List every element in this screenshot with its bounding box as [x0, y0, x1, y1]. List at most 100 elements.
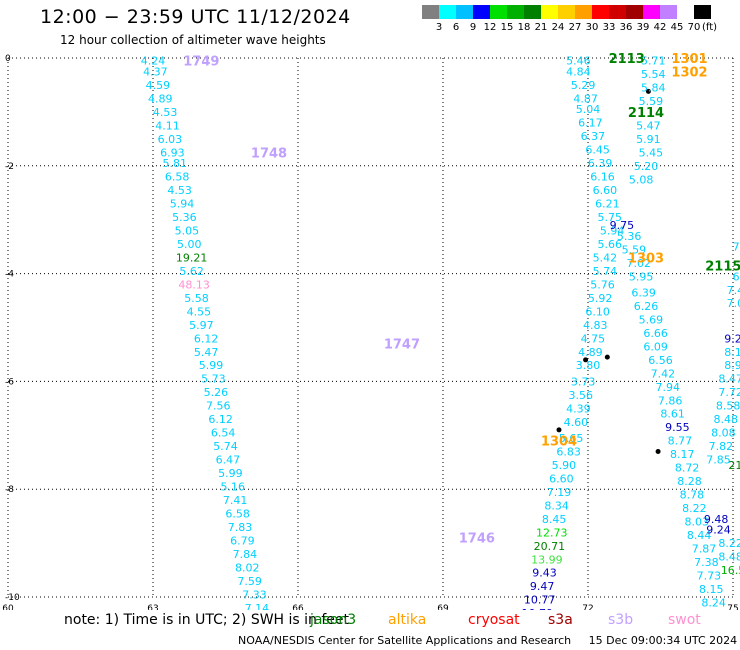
wave-height-value: 5.42 [593, 251, 618, 264]
wave-height-value: 4.53 [167, 184, 192, 197]
latitude-label: -10 [5, 593, 20, 603]
wave-height-value: 7.87 [692, 542, 717, 555]
wave-height-value: 5.04 [576, 103, 601, 116]
wave-height-value: 5.91 [636, 133, 661, 146]
colorbar-swatch [473, 5, 490, 19]
wave-height-value: 5.90 [552, 459, 577, 472]
colorbar-tick-label: 30 [585, 22, 599, 33]
pass-number: 1301 [671, 52, 707, 67]
wave-height-value: 9.43 [532, 567, 557, 580]
pass-number: 1747 [384, 338, 420, 353]
wave-height-value: 4.89 [578, 346, 603, 359]
wave-height-value: 4.89 [148, 92, 173, 105]
wave-height-value: 6.93 [160, 146, 185, 159]
wave-height-value: 4.11 [155, 119, 180, 132]
legend-note: note: 1) Time is in UTC; 2) SWH is in fe… [64, 612, 350, 628]
wave-height-value: 7.4 [727, 284, 740, 297]
wave-height-value: 8.28 [677, 475, 702, 488]
wave-height-value: 5.08 [629, 173, 654, 186]
wave-height-value: 4.60 [564, 416, 589, 429]
wave-height-value: 5.97 [189, 319, 214, 332]
wave-height-value: 6.60 [549, 472, 574, 485]
wave-height-value: 8.78 [680, 489, 705, 502]
wave-height-value: 5.99 [199, 359, 224, 372]
wave-height-value: 5.84 [641, 82, 666, 95]
wave-height-value: 6.17 [578, 117, 603, 130]
wave-height-value: 4.53 [153, 106, 178, 119]
colorbar-swatch [524, 5, 541, 19]
wave-height-value: 4.83 [583, 319, 608, 332]
footer: NOAA/NESDIS Center for Satellite Applica… [238, 634, 737, 647]
map-subtitle: 12 hour collection of altimeter wave hei… [60, 33, 326, 47]
land-marker [655, 448, 661, 454]
wave-height-value: 7.83 [228, 521, 253, 534]
wave-height-value: 5.59 [622, 243, 647, 256]
colorbar-tick-label: 36 [619, 22, 633, 33]
wave-height-value: 4.24 [141, 55, 166, 68]
wave-height-value: 8.1 [724, 346, 740, 359]
longitude-label: 72 [582, 604, 593, 610]
colorbar-tick-label: 70 [687, 22, 701, 33]
wave-height-value: 5.36 [172, 211, 197, 224]
wave-height-value: 5.58 [184, 292, 209, 305]
wave-height-value: 7.72 [718, 386, 740, 399]
wave-height-value: 8.47 [718, 373, 740, 386]
wave-height-value: 8.44 [687, 529, 712, 542]
wave-height-value: 5.26 [204, 386, 229, 399]
latitude-label: -8 [5, 485, 14, 495]
pass-number: 1302 [671, 65, 707, 80]
latitude-label: -4 [5, 270, 14, 280]
wave-height-value: 5.46 [566, 55, 591, 68]
wave-height-value: 7.41 [223, 494, 248, 507]
wave-height-value: 7.94 [656, 381, 681, 394]
wave-height-value: 7.42 [651, 367, 676, 380]
colorbar-tick-label: 3 [435, 22, 443, 33]
colorbar-swatch [507, 5, 524, 19]
wave-height-value: 13.99 [531, 553, 563, 566]
colorbar-tick-label: 12 [483, 22, 497, 33]
wave-height-value: 5.47 [194, 346, 219, 359]
colorbar-tick-label: 33 [602, 22, 616, 33]
wave-height-value: 4.75 [581, 332, 606, 345]
wave-height-value: 8.48 [714, 413, 739, 426]
wave-height-value: 12.73 [536, 526, 568, 539]
satellite-legend-cryosat: cryosat [468, 612, 520, 628]
wave-height-value: 6.47 [216, 454, 241, 467]
land-marker [604, 354, 610, 360]
colorbar-tick-label: 45 [670, 22, 684, 33]
wave-height-value: 5.05 [175, 224, 200, 237]
wave-height-value: 10.79 [522, 607, 554, 610]
wave-height-value: 5.20 [634, 160, 659, 173]
wave-height-value: 4.37 [143, 65, 168, 78]
wave-height-value: 9.55 [665, 421, 690, 434]
wave-height-value: 48.13 [178, 278, 210, 291]
land-marker [645, 88, 651, 94]
colorbar-swatch [490, 5, 507, 19]
colorbar-swatch [422, 5, 439, 19]
wave-height-value: 5.54 [641, 68, 666, 81]
wave-height-value: 5.16 [221, 481, 246, 494]
wave-height-value: 7.19 [547, 486, 572, 499]
wave-height-value: 7.0 [727, 297, 740, 310]
wave-height-value: 8.77 [668, 435, 693, 448]
satellite-legend-s3a: s3a [548, 612, 573, 628]
land-marker [583, 357, 589, 363]
colorbar-tick-label: 21 [534, 22, 548, 33]
wave-height-value: 6.45 [585, 144, 610, 157]
wave-height-value: 3.73 [571, 375, 596, 388]
wave-height-value: 5.94 [170, 198, 195, 211]
wave-height-value: 8.9 [724, 359, 740, 372]
pass-number: 1304 [541, 435, 577, 450]
wave-height-value: 7.59 [237, 575, 262, 588]
wave-height-value: 8.34 [544, 499, 569, 512]
colorbar-swatch [558, 5, 575, 19]
wave-height-value: 5.74 [593, 265, 618, 278]
colorbar-tick-label: 27 [568, 22, 582, 33]
wave-height-value: 5.59 [639, 95, 664, 108]
wave-height-value: 5.73 [201, 373, 226, 386]
wave-height-value: 8.22 [718, 537, 740, 550]
wave-height-value: 8.03 [685, 516, 710, 529]
colorbar-swatch [575, 5, 592, 19]
wave-height-value: 20.71 [534, 540, 566, 553]
wave-height-value: 6.83 [556, 445, 581, 458]
